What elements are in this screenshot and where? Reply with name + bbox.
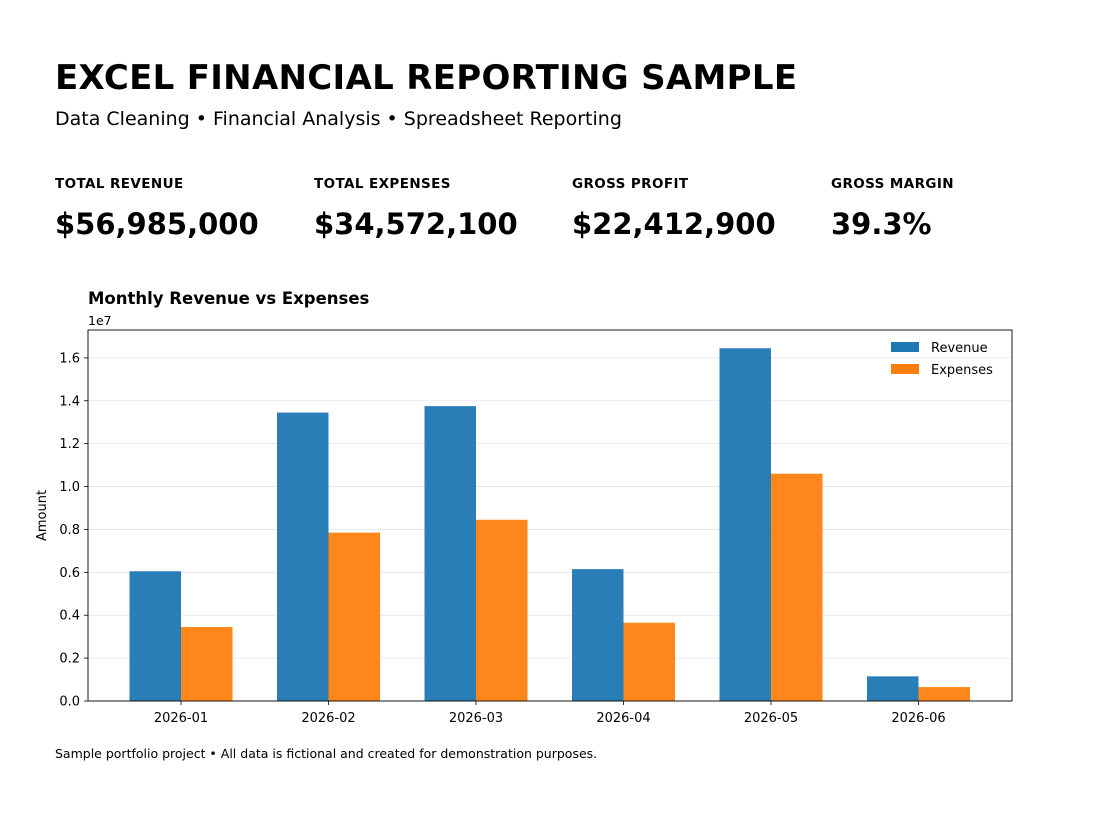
y-offset-label: 1e7 xyxy=(88,313,112,328)
kpi-total-expenses: TOTAL EXPENSES $34,572,100 xyxy=(314,176,518,241)
x-tick-label: 2026-01 xyxy=(154,711,208,726)
footer-note: Sample portfolio project • All data is f… xyxy=(55,746,598,761)
bar-expenses-2026-03 xyxy=(476,519,528,701)
kpi-label: GROSS PROFIT xyxy=(572,176,689,192)
bar-revenue-2026-06 xyxy=(867,676,919,701)
bar-expenses-2026-02 xyxy=(328,532,380,701)
y-tick-label: 1.2 xyxy=(59,437,80,452)
page-title: EXCEL FINANCIAL REPORTING SAMPLE xyxy=(55,58,798,98)
y-tick-label: 0.8 xyxy=(59,523,80,538)
y-tick-label: 0.4 xyxy=(59,609,80,624)
y-tick-label: 1.0 xyxy=(59,480,80,495)
legend-swatch-revenue xyxy=(891,342,919,352)
bar-expenses-2026-05 xyxy=(771,473,823,701)
x-tick-label: 2026-05 xyxy=(744,711,798,726)
kpi-label: GROSS MARGIN xyxy=(831,176,954,192)
y-tick-label: 0.2 xyxy=(59,652,80,667)
bar-expenses-2026-04 xyxy=(623,622,675,701)
x-tick-label: 2026-03 xyxy=(449,711,503,726)
legend-swatch-expenses xyxy=(891,364,919,374)
kpi-value: 39.3% xyxy=(831,207,932,241)
kpi-gross-profit: GROSS PROFIT $22,412,900 xyxy=(572,176,776,241)
x-tick-label: 2026-02 xyxy=(301,711,355,726)
kpi-total-revenue: TOTAL REVENUE $56,985,000 xyxy=(55,176,259,241)
kpi-label: TOTAL REVENUE xyxy=(55,176,184,192)
bar-revenue-2026-05 xyxy=(719,348,771,701)
y-tick-label: 1.4 xyxy=(59,394,80,409)
legend-label-revenue: Revenue xyxy=(931,341,988,356)
bar-revenue-2026-02 xyxy=(277,412,329,701)
x-tick-label: 2026-06 xyxy=(891,711,945,726)
kpi-value: $34,572,100 xyxy=(314,207,518,241)
legend-label-expenses: Expenses xyxy=(931,363,993,378)
kpi-label: TOTAL EXPENSES xyxy=(314,176,451,192)
y-axis-label: Amount xyxy=(35,490,50,541)
bar-revenue-2026-03 xyxy=(424,406,476,701)
y-tick-label: 1.6 xyxy=(59,351,80,366)
bar-revenue-2026-04 xyxy=(572,569,624,701)
kpi-value: $56,985,000 xyxy=(55,207,259,241)
y-tick-label: 0.6 xyxy=(59,566,80,581)
plot-frame xyxy=(87,329,1013,702)
bar-expenses-2026-06 xyxy=(918,687,970,701)
bar-revenue-2026-01 xyxy=(129,571,181,701)
page-subtitle: Data Cleaning • Financial Analysis • Spr… xyxy=(55,108,622,130)
chart-title: Monthly Revenue vs Expenses xyxy=(88,289,370,308)
bar-expenses-2026-01 xyxy=(181,627,233,701)
kpi-value: $22,412,900 xyxy=(572,207,776,241)
y-tick-label: 0.0 xyxy=(59,695,80,710)
x-tick-label: 2026-04 xyxy=(596,711,650,726)
kpi-gross-margin: GROSS MARGIN 39.3% xyxy=(831,176,954,241)
